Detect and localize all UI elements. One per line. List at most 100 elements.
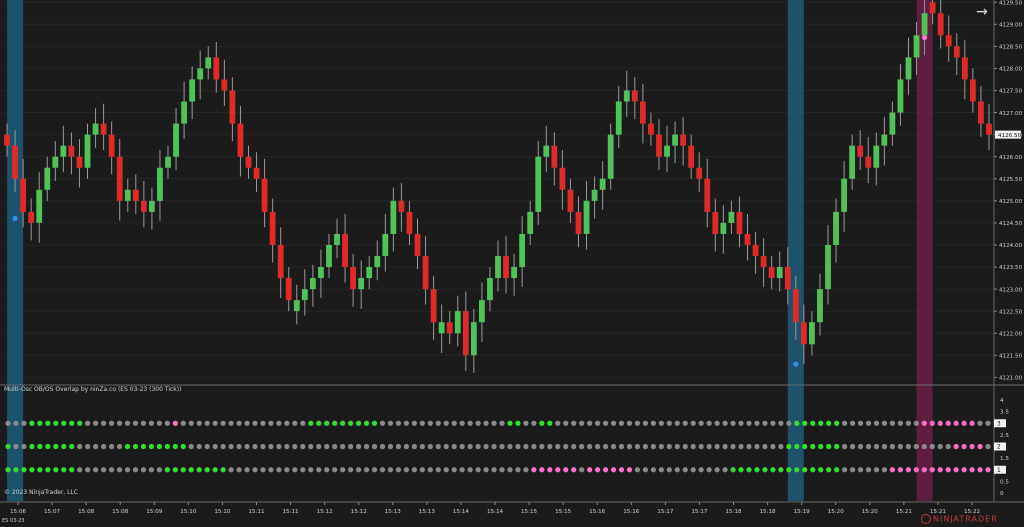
indicator-dot: [180, 467, 186, 473]
candle-body: [382, 233, 389, 256]
indicator-dot: [786, 467, 792, 473]
indicator-dot: [945, 420, 951, 426]
indicator-dot: [188, 467, 194, 473]
candle-body: [269, 211, 276, 245]
price-tick-label: 4128.50: [999, 45, 1023, 51]
indicator-dot: [563, 420, 569, 426]
indicator-dot: [539, 443, 545, 450]
indicator-dot: [156, 443, 162, 450]
candle-body: [245, 156, 252, 168]
candle-body: [535, 156, 542, 212]
indicator-dot: [483, 420, 489, 426]
indicator-dot: [13, 467, 19, 473]
indicator-dot: [29, 420, 35, 426]
candle-body: [197, 68, 204, 80]
indicator-dot: [148, 467, 155, 473]
indicator-dot: [905, 443, 911, 450]
indicator-dot: [379, 467, 386, 473]
arrow-right-icon[interactable]: →: [976, 4, 988, 20]
indicator-dot: [587, 420, 593, 426]
signal-band: [916, 0, 933, 501]
indicator-dot: [308, 443, 314, 450]
candle-body: [261, 178, 268, 212]
indicator-dot: [37, 420, 43, 426]
indicator-dot: [124, 443, 131, 450]
candle-body: [607, 134, 614, 179]
indicator-dot: [706, 443, 712, 450]
indicator-dot: [132, 467, 139, 473]
indicator-dot: [555, 443, 561, 450]
candle-body: [809, 322, 815, 345]
indicator-dot: [634, 443, 641, 450]
candle-body: [149, 200, 155, 212]
indicator-dot: [459, 420, 465, 426]
indicator-dot: [212, 420, 218, 426]
candle-body: [326, 244, 332, 268]
candle-body: [495, 256, 501, 279]
indicator-dot: [228, 420, 234, 426]
candle-body: [157, 167, 163, 201]
level-label-box: [994, 442, 1006, 451]
price-tick-label: 4122.00: [999, 331, 1023, 337]
indicator-dot: [300, 467, 306, 473]
indicator-dot: [674, 467, 680, 473]
indicator-dot: [754, 467, 760, 473]
indicator-dot: [172, 420, 178, 426]
candle-body: [454, 311, 461, 334]
candle-body: [301, 289, 308, 301]
candle-body: [430, 289, 437, 323]
indicator-dot: [698, 467, 704, 473]
indicator-dot: [531, 467, 537, 473]
indicator-dot: [642, 467, 649, 473]
indicator-dot: [818, 443, 824, 450]
candle-body: [165, 156, 171, 168]
indicator-dot: [252, 443, 258, 450]
candle-body: [479, 300, 485, 323]
indicator-dot: [45, 443, 51, 450]
indicator-dot: [961, 443, 967, 450]
time-tick-label: 15:08: [78, 509, 95, 515]
price-tick-label: 4129.50: [999, 0, 1023, 6]
indicator-dot: [714, 467, 720, 473]
indicator-dot: [610, 443, 617, 450]
indicator-dot: [547, 420, 553, 426]
candle-body: [92, 123, 99, 135]
candle-body: [277, 244, 284, 279]
current-price-box: [995, 130, 1021, 139]
indicator-dot: [340, 420, 346, 426]
price-tick-label: 4125.50: [999, 177, 1023, 183]
indicator-dot: [268, 420, 274, 426]
candle-body: [664, 145, 670, 157]
indicator-dot: [929, 420, 935, 426]
indicator-dot: [977, 467, 983, 473]
indicator-dot: [29, 467, 35, 473]
indicator-dot: [308, 420, 314, 426]
indicator-dot: [116, 443, 123, 450]
candle-body: [921, 13, 928, 36]
candle-body: [390, 200, 397, 234]
indicator-dot: [156, 467, 162, 473]
indicator-dot: [395, 443, 402, 450]
indicator-dot: [204, 467, 210, 473]
candle-body: [487, 278, 493, 301]
candle-body: [68, 145, 75, 157]
signal-dot: [921, 34, 928, 41]
indicator-dot: [634, 467, 641, 473]
candle-body: [342, 233, 348, 268]
indicator-dot: [204, 420, 210, 426]
indicator-dot: [953, 420, 959, 426]
price-axis: 4121.00 4121.50 4122.00 4122.50 4123.00 4123.…: [994, 0, 1023, 382]
price-tick-label: 4121.50: [999, 354, 1023, 360]
indicator-dot: [164, 420, 170, 426]
indicator-dot: [371, 467, 378, 473]
indicator-dot: [507, 420, 513, 426]
candle-body: [4, 134, 10, 146]
indicator-dot: [459, 443, 465, 450]
candle-body: [680, 134, 687, 146]
indicator-dot: [770, 420, 776, 426]
candle-body: [784, 267, 791, 290]
indicator-dot: [387, 420, 394, 426]
indicator-dot: [523, 467, 529, 473]
indicator-dot: [881, 420, 888, 426]
